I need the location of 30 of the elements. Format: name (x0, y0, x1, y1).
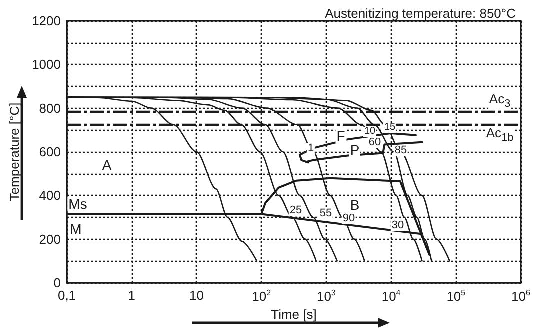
annotation: Ms (68, 196, 88, 212)
annotation: 1 (306, 142, 316, 154)
annotation: 30 (390, 220, 406, 232)
y-tick-label: 600 (39, 144, 61, 160)
annotation: 90 (342, 212, 356, 224)
annotation: 55 (318, 208, 334, 220)
ref-line-label: Ac$_{3}$ (488, 91, 512, 110)
y-axis-title: Temperature [°C] (7, 102, 22, 202)
chart-title: Austenitizing temperature: 850°C (325, 6, 516, 21)
annotation: 60 (368, 136, 382, 148)
y-tick-label: 800 (39, 100, 61, 116)
annotation: M (69, 221, 83, 237)
y-tick-label: 1000 (32, 57, 61, 72)
x-axis-title: Time [s] (271, 306, 317, 322)
annotation: P (349, 142, 361, 158)
y-tick-label: 400 (39, 188, 61, 204)
x-tick-label: 10 (189, 288, 204, 303)
ref-line-label: Ac$_{1b}$ (485, 124, 515, 144)
y-tick-label: 200 (39, 232, 61, 247)
annotation: F (336, 128, 346, 144)
annotation: 85 (394, 144, 408, 156)
annotation: 15 (383, 122, 397, 133)
annotation: 10 (363, 126, 377, 137)
annotation: A (101, 157, 113, 173)
y-tick-label: 0 (54, 276, 61, 290)
x-tick-label: 1 (128, 288, 136, 303)
x-tick-label: 0,1 (58, 288, 76, 303)
annotation: 25 (288, 204, 304, 216)
annotation: B (349, 197, 361, 213)
y-tick-label: 1200 (32, 14, 61, 28)
